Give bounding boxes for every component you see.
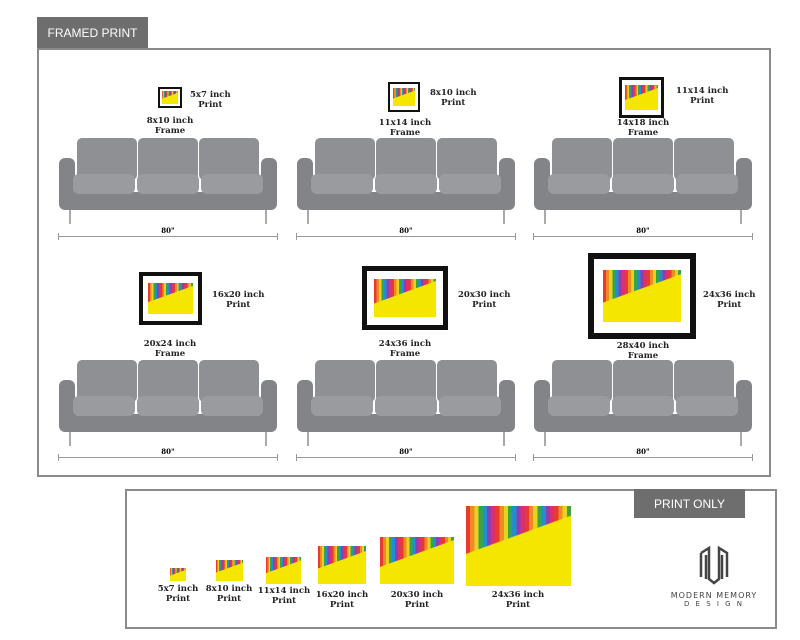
pencil-artwork bbox=[392, 88, 416, 106]
sofa bbox=[297, 360, 515, 448]
pencil-artwork bbox=[147, 282, 194, 315]
frame-mat bbox=[594, 259, 690, 333]
sofa-width-measure: 80" bbox=[58, 447, 278, 461]
frame-mat bbox=[621, 79, 662, 116]
frame-size-label: 11x14 inch Frame bbox=[378, 118, 432, 138]
picture-frame bbox=[139, 272, 202, 325]
pencil-artwork bbox=[216, 560, 243, 581]
print-only-size-label: 16x20 inch Print bbox=[315, 590, 369, 610]
brand-logo-icon bbox=[699, 545, 729, 585]
pencil-artwork bbox=[318, 546, 366, 584]
print-sample bbox=[266, 557, 301, 584]
sofa-width-label: 80" bbox=[636, 226, 650, 235]
frame-size-label: 14x18 inch Frame bbox=[616, 118, 670, 138]
sofa-width-measure: 80" bbox=[533, 447, 753, 461]
picture-frame bbox=[388, 82, 420, 112]
sofa-width-measure: 80" bbox=[58, 226, 278, 240]
sofa-width-label: 80" bbox=[636, 447, 650, 456]
print-only-size-label: 8x10 inch Print bbox=[205, 584, 253, 604]
frame-mat bbox=[390, 84, 418, 110]
pencil-artwork bbox=[374, 278, 436, 318]
brand-logo: MODERN MEMORY D E S I G N bbox=[668, 545, 760, 608]
pencil-artwork bbox=[380, 537, 454, 584]
print-size-label: 20x30 inch Print bbox=[458, 290, 511, 310]
pencil-artwork bbox=[170, 568, 186, 581]
picture-frame bbox=[158, 87, 182, 108]
print-only-panel bbox=[125, 489, 777, 629]
sofa-width-label: 80" bbox=[161, 447, 175, 456]
brand-name: MODERN MEMORY bbox=[670, 591, 758, 600]
print-size-label: 16x20 inch Print bbox=[212, 290, 265, 310]
print-sample bbox=[318, 546, 366, 584]
frame-mat bbox=[367, 271, 443, 325]
sofa-width-label: 80" bbox=[399, 447, 413, 456]
print-size-label: 8x10 inch Print bbox=[430, 88, 477, 108]
frame-size-label: 28x40 inch Frame bbox=[616, 341, 670, 361]
picture-frame bbox=[619, 77, 664, 118]
sofa-width-label: 80" bbox=[161, 226, 175, 235]
print-only-size-label: 20x30 inch Print bbox=[390, 590, 444, 610]
frame-mat bbox=[142, 275, 199, 322]
print-sample bbox=[380, 537, 454, 584]
picture-frame bbox=[588, 253, 696, 339]
frame-mat bbox=[160, 89, 180, 106]
pencil-artwork bbox=[603, 270, 681, 322]
sofa-width-measure: 80" bbox=[296, 447, 516, 461]
sofa-width-measure: 80" bbox=[533, 226, 753, 240]
print-size-label: 11x14 inch Print bbox=[676, 86, 729, 106]
pencil-artwork bbox=[162, 91, 178, 104]
brand-sub: D E S I G N bbox=[683, 600, 745, 608]
pencil-artwork bbox=[625, 85, 658, 110]
pencil-artwork bbox=[266, 557, 301, 584]
print-only-size-label: 24x36 inch Print bbox=[491, 590, 545, 610]
sofa bbox=[297, 138, 515, 226]
frame-size-label: 24x36 inch Frame bbox=[378, 339, 432, 359]
pencil-artwork bbox=[466, 506, 571, 586]
sofa bbox=[59, 138, 277, 226]
print-only-tab: PRINT ONLY bbox=[634, 489, 745, 518]
sofa bbox=[534, 138, 752, 226]
print-only-size-label: 5x7 inch Print bbox=[157, 584, 199, 604]
framed-print-panel bbox=[37, 48, 771, 477]
frame-size-label: 20x24 inch Frame bbox=[143, 339, 197, 359]
print-only-size-label: 11x14 inch Print bbox=[257, 586, 311, 606]
print-size-label: 24x36 inch Print bbox=[703, 290, 756, 310]
sofa-width-measure: 80" bbox=[296, 226, 516, 240]
print-size-label: 5x7 inch Print bbox=[190, 90, 231, 110]
print-sample bbox=[216, 560, 243, 581]
picture-frame bbox=[362, 266, 448, 330]
framed-print-tab: FRAMED PRINT bbox=[37, 17, 148, 48]
sofa-width-label: 80" bbox=[399, 226, 413, 235]
frame-size-label: 8x10 inch Frame bbox=[146, 116, 194, 136]
sofa bbox=[59, 360, 277, 448]
print-sample bbox=[170, 568, 186, 581]
sofa bbox=[534, 360, 752, 448]
print-sample bbox=[466, 506, 571, 586]
